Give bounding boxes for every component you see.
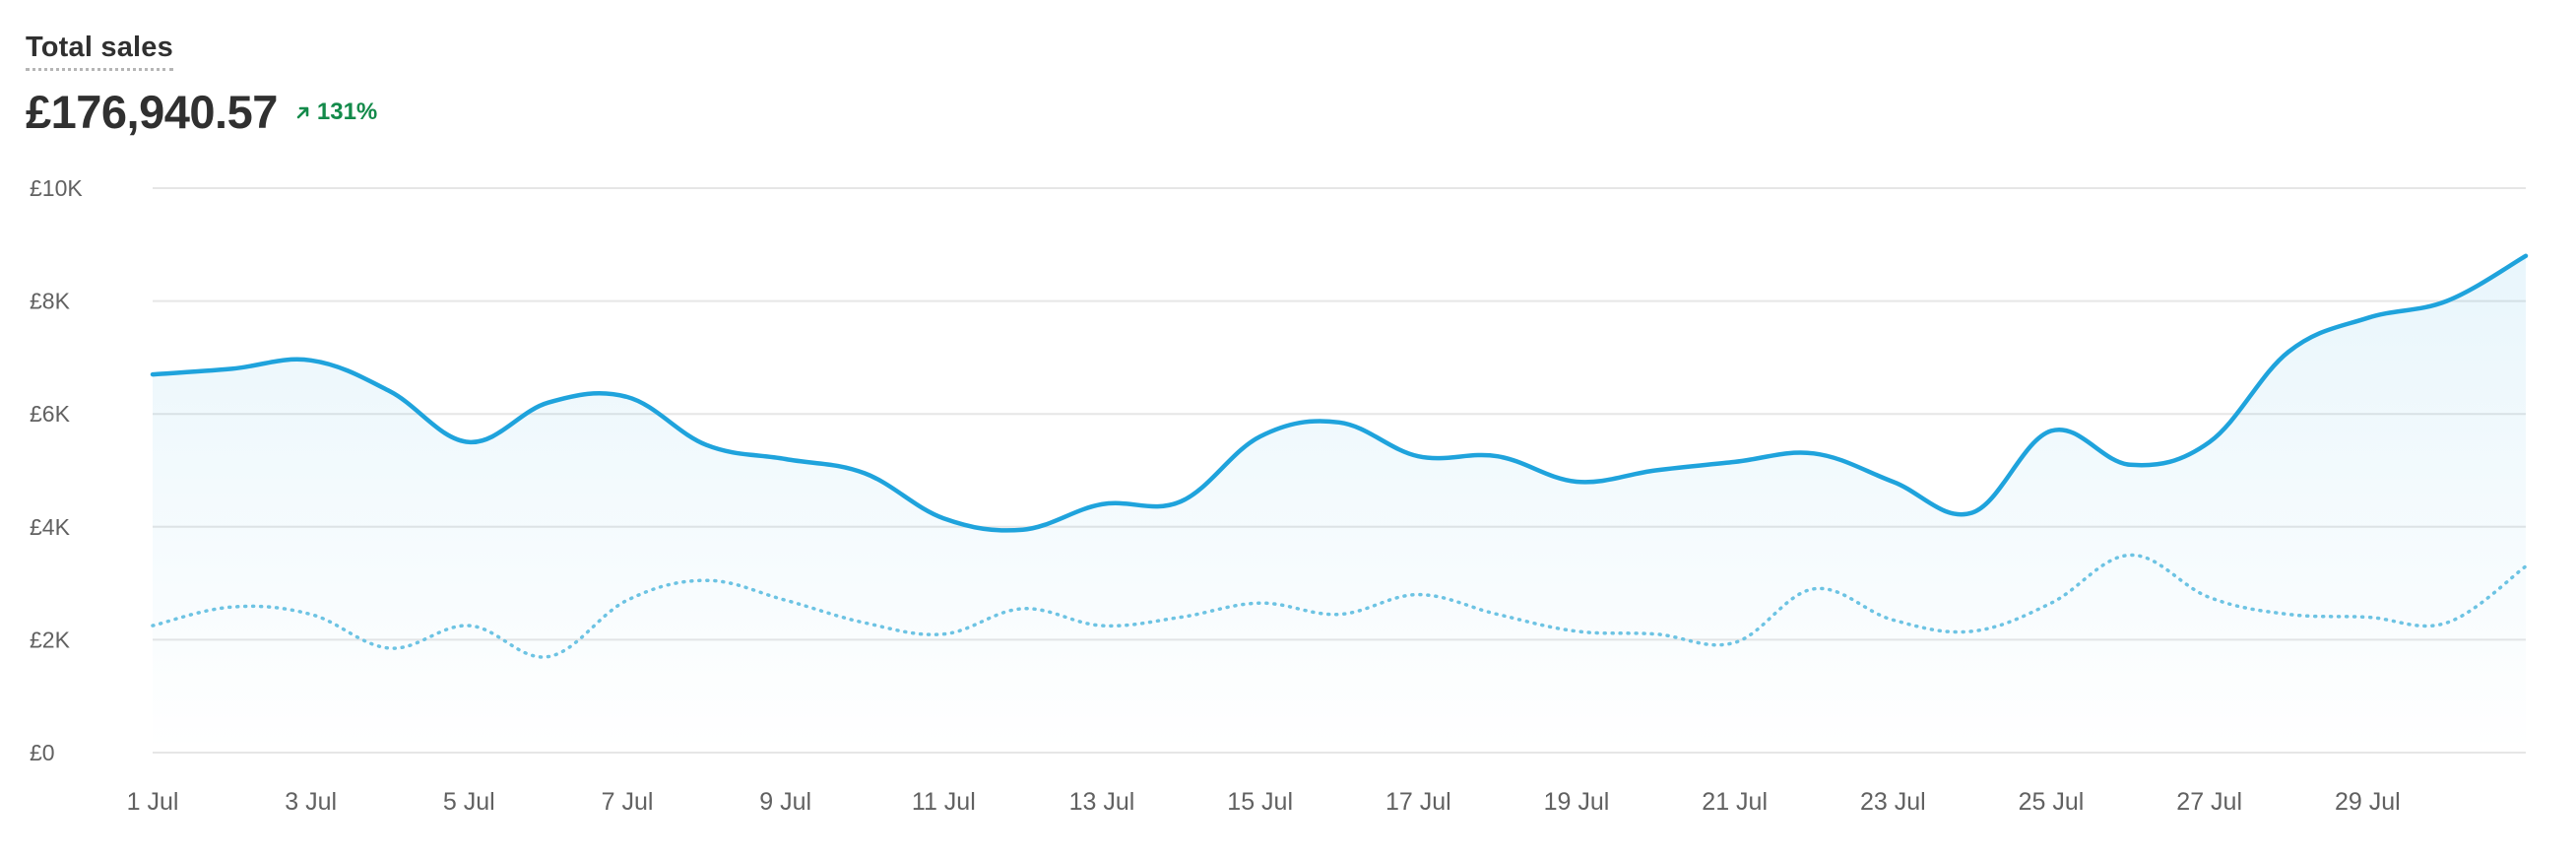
y-tick-label: £10K (30, 175, 83, 201)
chart-title[interactable]: Total sales (26, 32, 173, 71)
total-sales-value: £176,940.57 (26, 86, 278, 138)
x-tick-label: 9 Jul (759, 788, 811, 816)
x-tick-label: 23 Jul (1860, 788, 1926, 816)
change-percent: 131% (316, 98, 378, 125)
y-tick-label: £2K (30, 627, 71, 652)
x-tick-label: 7 Jul (602, 788, 654, 816)
y-tick-label: £6K (30, 401, 71, 427)
primary-series-line[interactable] (150, 253, 2529, 533)
x-tick-label: 19 Jul (1544, 788, 1610, 816)
y-axis-ticks: £0 £2K £4K £6K £8K £10K (30, 175, 83, 765)
y-tick-label: £4K (30, 514, 71, 540)
x-axis-ticks: 1 Jul 3 Jul 5 Jul 7 Jul 9 Jul 11 Jul 13 Jul 15 … (127, 788, 2401, 816)
x-tick-label: 5 Jul (443, 788, 495, 816)
y-tick-label: £8K (30, 289, 71, 314)
total-row: £176,940.57 131% (26, 85, 377, 139)
x-tick-label: 17 Jul (1385, 788, 1451, 816)
arrow-up-right-icon (296, 106, 309, 118)
chart-header: Total sales £176,940.57 131% (26, 32, 377, 139)
x-tick-label: 1 Jul (127, 788, 179, 816)
x-tick-label: 13 Jul (1069, 788, 1135, 816)
x-tick-label: 21 Jul (1702, 788, 1768, 816)
x-tick-label: 25 Jul (2019, 788, 2085, 816)
series-group (150, 253, 2529, 753)
x-tick-label: 27 Jul (2176, 788, 2242, 816)
x-tick-label: 15 Jul (1227, 788, 1293, 816)
x-tick-label: 3 Jul (285, 788, 337, 816)
x-tick-label: 29 Jul (2335, 788, 2401, 816)
change-badge: 131% (295, 99, 377, 126)
x-tick-label: 11 Jul (912, 788, 976, 816)
primary-series-area (153, 255, 2526, 753)
y-tick-label: £0 (30, 740, 55, 765)
